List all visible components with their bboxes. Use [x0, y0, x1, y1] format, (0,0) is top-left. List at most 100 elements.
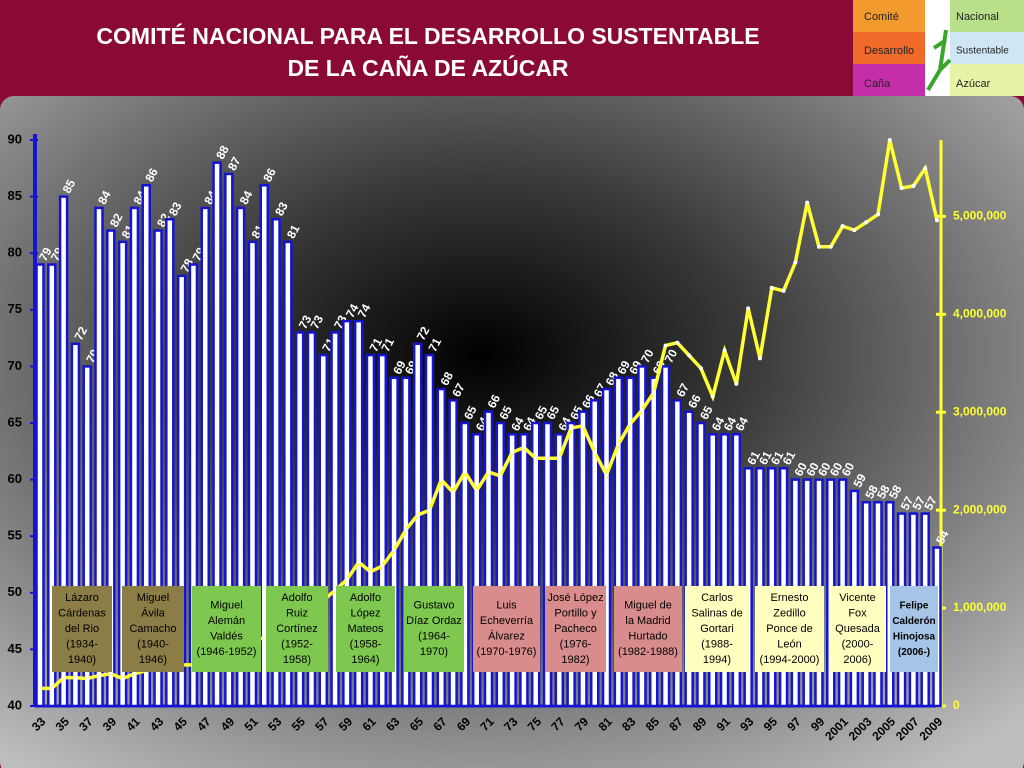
bar-label: 72: [71, 324, 90, 343]
box-text: Miguel: [210, 600, 242, 612]
y2-tick-label: 5,000,000: [953, 209, 1007, 223]
box-text: Zedillo: [773, 607, 805, 619]
bar: [58, 195, 69, 708]
box: [614, 586, 682, 672]
y-tick-label: 85: [8, 188, 22, 203]
bar: [330, 331, 340, 708]
point: [639, 408, 644, 413]
point: [592, 450, 597, 455]
box-text: Salinas de: [691, 607, 742, 619]
bar-label: 57: [921, 494, 940, 513]
box-text: Camacho: [129, 623, 176, 635]
bar: [672, 399, 683, 708]
box-text: (1970-1976): [477, 646, 537, 658]
bar: [471, 433, 482, 708]
point: [392, 548, 397, 553]
point: [451, 490, 456, 495]
box-text: Vicente: [839, 592, 876, 604]
point: [840, 224, 845, 229]
bar-label: 69: [614, 358, 633, 377]
bar: [117, 240, 128, 708]
bar: [283, 240, 293, 708]
president-box: Felipe Calderón Hinojosa (2006-): [890, 586, 938, 672]
box-text: Fox: [848, 607, 867, 619]
point: [85, 676, 90, 681]
box-text: (1994-2000): [760, 654, 820, 666]
box-text: Portillo y: [554, 607, 597, 619]
bar: [708, 433, 718, 708]
box-text: Alemán: [208, 615, 245, 627]
bar: [578, 410, 588, 708]
bar-label: 60: [803, 460, 822, 479]
title: DE LA CAÑA DE AZÚCAR: [287, 54, 568, 81]
point: [734, 381, 739, 386]
president-box: José López Portillo y Pacheco (1976- 1982): [545, 586, 606, 672]
point: [97, 673, 102, 678]
box: [404, 586, 464, 672]
y-tick-label: 60: [8, 471, 22, 486]
box-text: Lázaro: [65, 592, 99, 604]
box-text: Felipe: [900, 600, 929, 611]
logo-text: Comité: [864, 11, 899, 23]
bar-label: 57: [898, 494, 917, 513]
bar: [696, 421, 706, 708]
box-text: (1976-: [560, 638, 592, 650]
bar: [731, 433, 742, 708]
bar-label: 87: [225, 154, 244, 173]
president-box: Luis Echeverría Álvarez (1970-1976): [473, 586, 540, 672]
bar: [294, 331, 305, 708]
point: [380, 563, 385, 568]
bar-label: 83: [272, 199, 291, 218]
bar: [165, 217, 175, 708]
bar: [82, 365, 92, 708]
box-text: Gortari: [700, 623, 734, 635]
box: [192, 586, 261, 672]
bar-label: 66: [485, 392, 504, 411]
president-box: Miguel Ávila Camacho (1940- 1946): [122, 586, 184, 672]
bar: [542, 421, 553, 708]
logo-text: Nacional: [956, 11, 999, 23]
point: [580, 423, 585, 428]
box: [829, 586, 886, 672]
point: [687, 353, 692, 358]
bar: [188, 263, 199, 708]
bar-label: 71: [426, 335, 445, 354]
box-text: 1958): [283, 654, 311, 666]
bar-label: 65: [697, 403, 716, 422]
point: [533, 456, 538, 461]
box-text: (1952-: [281, 638, 313, 650]
point: [852, 228, 857, 233]
bar-label: 73: [308, 313, 327, 332]
bar: [342, 319, 352, 708]
point: [356, 560, 361, 565]
box-text: Ruiz: [286, 607, 308, 619]
bar-label: 68: [437, 369, 456, 388]
bar-label: 58: [886, 482, 905, 501]
bar-label: 60: [827, 460, 846, 479]
bar-label: 70: [662, 347, 681, 366]
title: COMITÉ NACIONAL PARA EL DESARROLLO SUSTE…: [96, 22, 759, 49]
point: [663, 343, 668, 348]
point: [474, 488, 479, 493]
bar-label: 57: [909, 494, 928, 513]
box-text: León: [777, 638, 801, 650]
point: [344, 577, 349, 582]
bar: [224, 172, 234, 708]
logo-cane: [926, 29, 952, 92]
y-tick-label: 50: [8, 584, 22, 599]
point: [864, 220, 869, 225]
box-text: (2006-): [898, 647, 930, 658]
bar: [212, 161, 222, 708]
logo-cell: [950, 32, 1024, 64]
box-text: 1970): [420, 646, 448, 658]
president-box: Miguel de la Madrid Hurtado (1982-1988): [614, 586, 682, 672]
box: [266, 586, 328, 672]
box-text: Cortínez: [276, 623, 318, 635]
point: [462, 469, 467, 474]
point: [604, 472, 609, 477]
point: [887, 138, 892, 142]
point: [651, 390, 656, 395]
box-text: Calderón: [892, 616, 935, 627]
y-tick-label: 40: [8, 697, 22, 712]
point: [816, 244, 821, 249]
